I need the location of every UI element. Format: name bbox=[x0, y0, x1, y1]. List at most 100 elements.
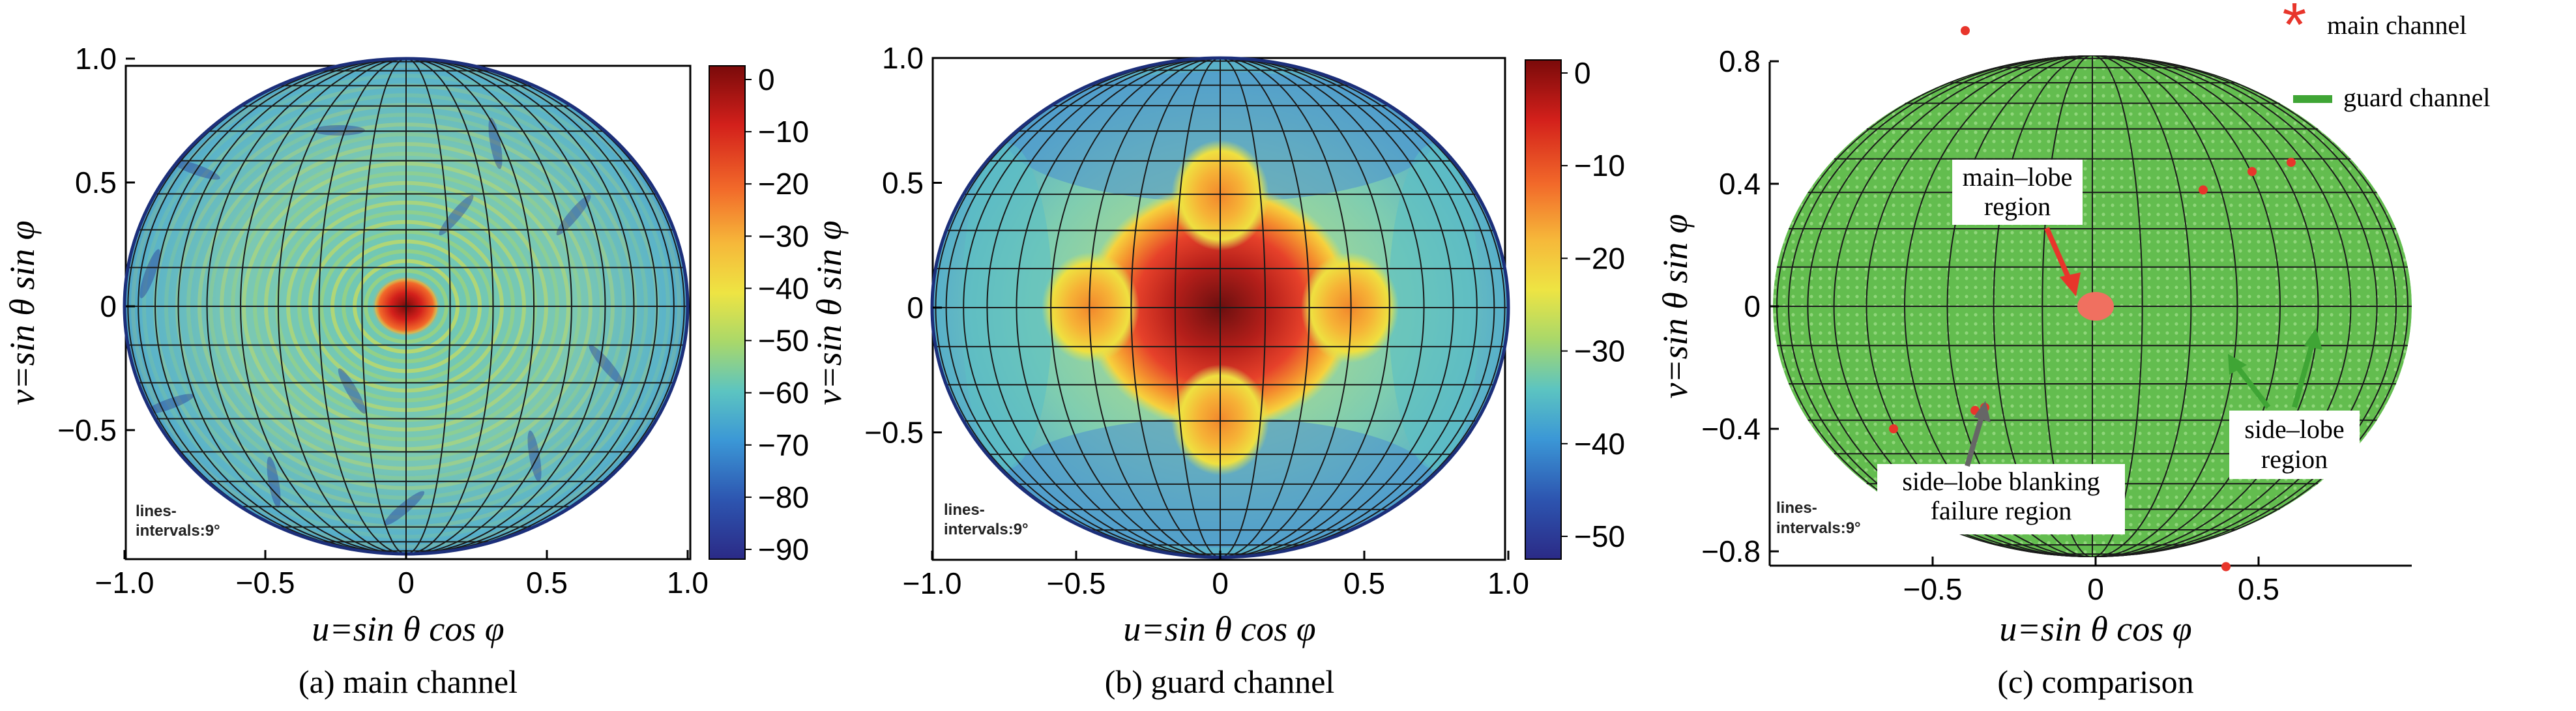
legend-guard-channel-label: guard channel bbox=[2343, 83, 2490, 112]
panel-a-null bbox=[488, 117, 503, 169]
annotation-side-lobe-arrowhead-2 bbox=[2304, 328, 2322, 350]
annotation-failure-arrowhead bbox=[1974, 401, 1991, 422]
panel-b-xtick-label: −1.0 bbox=[903, 566, 962, 600]
annotation-main-lobe-arrow bbox=[2044, 227, 2072, 282]
main-channel-point bbox=[2287, 158, 2296, 167]
panel-a-null bbox=[171, 159, 220, 180]
panel-b-colorbar-tick-label: 0 bbox=[1574, 56, 1591, 90]
panel-b-xtick-label: 1.0 bbox=[1487, 566, 1529, 600]
main-channel-point bbox=[2221, 562, 2231, 572]
panel-c-xtick-label: −0.5 bbox=[1903, 572, 1963, 606]
main-channel-point bbox=[1889, 424, 1898, 433]
panel-a-colorbar-tick-label: −60 bbox=[758, 376, 809, 410]
panel-c-legend: * main channel guard channel bbox=[2283, 0, 2491, 112]
panel-b-note-line2: intervals:9° bbox=[944, 521, 1029, 538]
panel-a-colorbar-tick-label: −10 bbox=[758, 115, 809, 149]
panel-a-ticks: −1.0 −0.5 0 0.5 1.0 1.0 0.5 0 −0.5 bbox=[57, 42, 709, 600]
panel-a-xtick-label: 0 bbox=[398, 566, 415, 600]
legend-main-channel-marker: * bbox=[2283, 0, 2307, 59]
panel-a-colorbar-tick-label: −20 bbox=[758, 167, 809, 201]
annotation-failure-box bbox=[1877, 464, 2125, 534]
panel-c-ytick-label: −0.8 bbox=[1701, 534, 1761, 568]
panel-b-xlabel: u=sin θ cos φ bbox=[1123, 609, 1315, 648]
panel-c-xlabel: u=sin θ cos φ bbox=[1999, 609, 2191, 648]
panel-a-xtick-label: 0.5 bbox=[526, 566, 568, 600]
panel-c-ylabel: v=sin θ sin φ bbox=[1656, 214, 1695, 398]
panel-a-xlabel: u=sin θ cos φ bbox=[312, 609, 504, 648]
annotation-side-lobe-line1: side–lobe bbox=[2244, 414, 2344, 444]
annotation-failure-line1: side–lobe blanking bbox=[1902, 467, 2100, 496]
panel-c-caption: (c) comparison bbox=[1997, 663, 2193, 700]
panel-a-xtick-label: −0.5 bbox=[236, 566, 295, 600]
annotation-side-lobe-arrowhead-1 bbox=[2228, 354, 2247, 375]
panel-a-null bbox=[383, 491, 425, 526]
panel-b-colorbar-tick-label: −10 bbox=[1574, 149, 1625, 182]
panel-b-colorbar-ticks: 0 −10 −20 −30 −40 −50 bbox=[1561, 56, 1625, 553]
annotation-main-lobe-line2: region bbox=[1984, 192, 2051, 221]
panel-b-xtick-label: 0.5 bbox=[1343, 566, 1385, 600]
panel-b-colorbar-tick-label: −50 bbox=[1574, 519, 1625, 553]
panel-b-ytick-label: −0.5 bbox=[864, 416, 924, 450]
panel-b-ytick-label: 0 bbox=[907, 291, 924, 325]
panel-a-colorbar-tick-label: −90 bbox=[758, 532, 809, 566]
panel-a-colorbar-tick-label: −40 bbox=[758, 271, 809, 305]
panel-b-ytick-label: 1.0 bbox=[882, 41, 924, 75]
panel-a-ytick-label: 0 bbox=[100, 289, 117, 323]
panel-a-colorbar bbox=[709, 65, 746, 560]
legend-main-channel-label: main channel bbox=[2327, 10, 2466, 40]
main-lobe-cluster bbox=[2077, 292, 2114, 321]
panel-c-ytick-label: 0 bbox=[1744, 289, 1761, 323]
panel-b-colorbar bbox=[1525, 59, 1562, 560]
panel-b-guard-channel: −1.0 −0.5 0 0.5 1.0 1.0 0.5 0 −0.5 lines- interv… bbox=[810, 41, 1625, 700]
panel-a-null bbox=[139, 249, 160, 298]
panel-b-null-left bbox=[961, 143, 1053, 469]
panel-a-colorbar-tick-label: −30 bbox=[758, 219, 809, 253]
annotation-main-lobe-box bbox=[1952, 160, 2083, 225]
panel-a-xtick-label: −1.0 bbox=[95, 566, 154, 600]
panel-a-nulls bbox=[139, 117, 624, 526]
panel-a-ytick-label: 0.5 bbox=[75, 166, 117, 199]
panel-b-ylabel: v=sin θ sin φ bbox=[810, 220, 849, 405]
panel-b-xtick-label: −0.5 bbox=[1047, 566, 1106, 600]
panel-a-null bbox=[589, 344, 624, 386]
annotation-failure-line2: failure region bbox=[1931, 496, 2072, 525]
panel-c-comparison: −0.5 0 0.5 0.8 0.4 0 −0.4 −0.8 main–lobe region… bbox=[1656, 0, 2490, 700]
panel-c-xtick-label: 0.5 bbox=[2238, 572, 2279, 606]
panel-b-colorbar-tick-label: −30 bbox=[1574, 334, 1625, 368]
annotation-main-lobe-line1: main–lobe bbox=[1963, 162, 2073, 192]
panel-a-ytick-label: 1.0 bbox=[75, 42, 117, 76]
panel-a-null bbox=[556, 194, 591, 236]
panel-a-ylabel: v=sin θ sin φ bbox=[3, 220, 42, 405]
panel-c-ticks: −0.5 0 0.5 0.8 0.4 0 −0.4 −0.8 bbox=[1701, 44, 2279, 606]
panel-a-null bbox=[313, 125, 365, 136]
panel-b-colorbar-tick-label: −40 bbox=[1574, 427, 1625, 461]
panel-a-null bbox=[338, 368, 366, 414]
panel-b-colorbar-tick-label: −20 bbox=[1574, 241, 1625, 275]
panel-c-grid-lines bbox=[1773, 55, 2412, 557]
panel-a-ytick-label: −0.5 bbox=[57, 413, 117, 447]
panel-b-ticks: −1.0 −0.5 0 0.5 1.0 1.0 0.5 0 −0.5 bbox=[864, 41, 1529, 600]
panel-a-xtick-label: 1.0 bbox=[667, 566, 709, 600]
panel-b-null-right bbox=[1388, 143, 1480, 469]
panel-a-main-channel: −1.0 −0.5 0 0.5 1.0 1.0 0.5 0 −0.5 lines- interv… bbox=[3, 42, 809, 700]
panel-a-colorbar-tick-label: −70 bbox=[758, 428, 809, 462]
panel-b-caption: (b) guard channel bbox=[1105, 663, 1335, 700]
annotation-side-lobe-line2: region bbox=[2261, 444, 2328, 474]
panel-a-colorbar-tick-label: −50 bbox=[758, 324, 809, 358]
panel-b-note-line1: lines- bbox=[944, 501, 985, 519]
annotation-side-lobe-arrow-1 bbox=[2233, 363, 2271, 409]
panel-a-colorbar-tick-label: 0 bbox=[758, 63, 775, 96]
panel-b-ytick-label: 0.5 bbox=[882, 166, 924, 200]
main-channel-point bbox=[2247, 167, 2257, 177]
annotation-failure-arrow bbox=[1965, 416, 1984, 467]
annotation-side-lobe-box bbox=[2229, 411, 2360, 479]
panel-c-note-box bbox=[1773, 492, 1851, 544]
main-channel-point bbox=[1961, 26, 1970, 35]
panel-a-colorbar-ticks: 0 −10 −20 −30 −40 −50 −60 −70 −80 −90 bbox=[745, 63, 809, 566]
panel-a-null bbox=[527, 430, 542, 482]
panel-a-caption: (a) main channel bbox=[299, 663, 518, 700]
annotation-side-lobe-arrow-2 bbox=[2292, 341, 2315, 409]
annotation-main-lobe-arrowhead bbox=[2060, 272, 2081, 297]
panel-c-xtick-label: 0 bbox=[2087, 572, 2104, 606]
